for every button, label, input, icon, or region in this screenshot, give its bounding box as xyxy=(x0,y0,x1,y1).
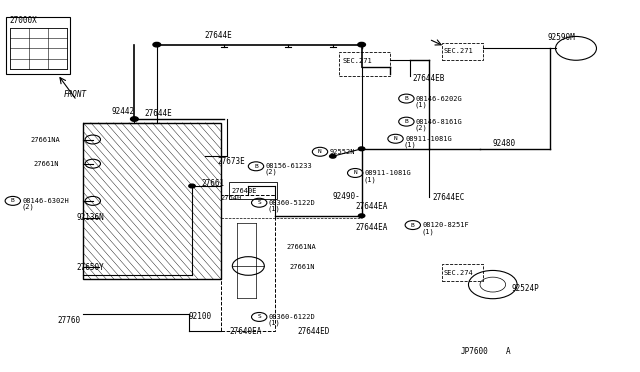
Circle shape xyxy=(358,42,365,47)
Text: 27661N: 27661N xyxy=(289,264,315,270)
Text: (1): (1) xyxy=(421,228,434,235)
Text: S: S xyxy=(257,314,261,320)
Text: 92590M: 92590M xyxy=(547,33,575,42)
Text: (1): (1) xyxy=(268,320,280,326)
Text: (2): (2) xyxy=(264,169,277,176)
Text: 27644EC: 27644EC xyxy=(432,193,465,202)
Text: 27644E: 27644E xyxy=(205,31,232,40)
Text: 92552N: 92552N xyxy=(330,149,355,155)
Text: (1): (1) xyxy=(415,102,428,108)
Text: S: S xyxy=(257,200,261,205)
Text: 27640: 27640 xyxy=(221,195,242,201)
Bar xyxy=(339,52,390,76)
Text: (2): (2) xyxy=(415,125,428,131)
Text: 27644EB: 27644EB xyxy=(413,74,445,83)
Text: 08911-1081G: 08911-1081G xyxy=(365,170,412,176)
Text: 27640EA: 27640EA xyxy=(229,327,262,336)
Text: (1): (1) xyxy=(403,142,416,148)
Text: 08120-8251F: 08120-8251F xyxy=(422,222,469,228)
Text: 08146-6202G: 08146-6202G xyxy=(416,96,463,102)
Text: 08146-6302H: 08146-6302H xyxy=(22,198,69,204)
Text: 27661N: 27661N xyxy=(33,161,59,167)
Text: 92136N: 92136N xyxy=(77,213,104,222)
Circle shape xyxy=(358,214,365,218)
Text: SEC.271: SEC.271 xyxy=(444,48,473,54)
Text: 27644ED: 27644ED xyxy=(298,327,330,336)
Bar xyxy=(83,123,221,279)
Text: 92442: 92442 xyxy=(112,107,135,116)
Text: 92480: 92480 xyxy=(493,139,516,148)
Text: SEC.274: SEC.274 xyxy=(444,270,473,276)
Bar xyxy=(6,17,70,74)
Text: A: A xyxy=(506,347,510,356)
Text: 27661NA: 27661NA xyxy=(287,244,316,250)
Text: 27650Y: 27650Y xyxy=(77,263,104,272)
Text: 27661: 27661 xyxy=(202,179,225,187)
Bar xyxy=(221,195,275,331)
Circle shape xyxy=(358,147,365,151)
Text: 27644E: 27644E xyxy=(144,109,172,118)
Text: B: B xyxy=(404,96,408,101)
Text: B: B xyxy=(411,222,415,228)
Text: 08911-1081G: 08911-1081G xyxy=(405,136,452,142)
Bar xyxy=(442,264,483,281)
Text: N: N xyxy=(353,170,357,176)
Bar xyxy=(229,182,277,199)
Circle shape xyxy=(189,184,195,188)
Text: N: N xyxy=(318,149,322,154)
Text: 92490-: 92490- xyxy=(333,192,360,201)
Text: 27644EA: 27644EA xyxy=(355,223,388,232)
Circle shape xyxy=(131,117,138,121)
Text: B: B xyxy=(404,119,408,124)
Text: 92100: 92100 xyxy=(189,312,212,321)
Text: 27673E: 27673E xyxy=(218,157,245,166)
Text: 08360-6122D: 08360-6122D xyxy=(269,314,316,320)
Circle shape xyxy=(330,154,336,158)
Text: N: N xyxy=(394,136,397,141)
Text: (2): (2) xyxy=(21,203,34,210)
Text: SEC.271: SEC.271 xyxy=(342,58,372,64)
Text: 08156-61233: 08156-61233 xyxy=(266,163,312,169)
Text: 08360-5122D: 08360-5122D xyxy=(269,200,316,206)
Text: 27661NA: 27661NA xyxy=(31,137,60,142)
Text: 27760: 27760 xyxy=(58,316,81,325)
Text: 27644EA: 27644EA xyxy=(355,202,388,211)
Bar xyxy=(10,28,67,69)
Text: B: B xyxy=(254,164,258,169)
Circle shape xyxy=(153,42,161,47)
Text: 08146-8161G: 08146-8161G xyxy=(416,119,463,125)
Text: 92524P: 92524P xyxy=(512,284,540,293)
Text: (1): (1) xyxy=(364,176,376,183)
Text: 27640E: 27640E xyxy=(232,188,257,194)
Text: B: B xyxy=(11,198,15,203)
Text: FRONT: FRONT xyxy=(64,90,87,99)
Text: 27000X: 27000X xyxy=(10,16,37,25)
Text: (1): (1) xyxy=(268,206,280,212)
Bar xyxy=(442,43,483,60)
Text: JP7600: JP7600 xyxy=(461,347,488,356)
